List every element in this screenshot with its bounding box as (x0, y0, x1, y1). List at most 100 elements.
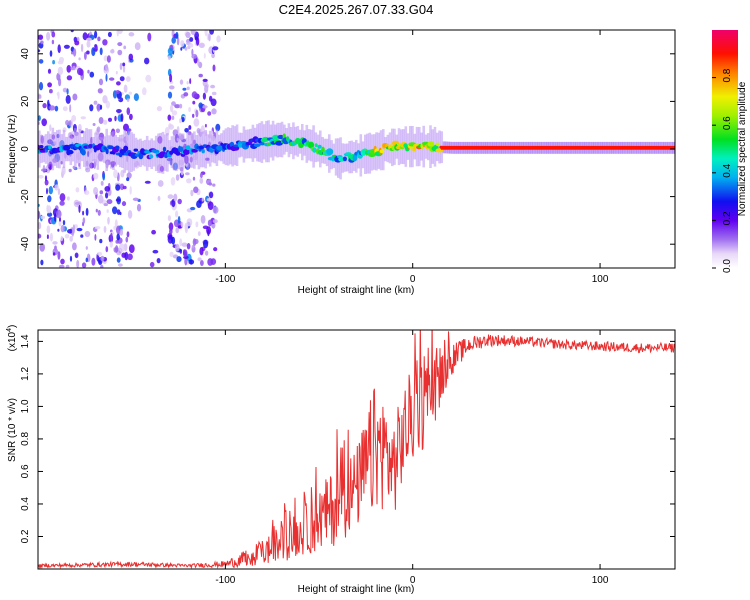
spectrogram-ridge-cell (317, 144, 322, 149)
spectrogram-noise-cell (114, 219, 118, 229)
spectrogram-noise-cell (196, 200, 202, 209)
spectrogram-ridge-cell (412, 147, 416, 152)
spectrogram-noise-cell (167, 114, 172, 121)
spectrogram-halo-cell (319, 130, 322, 168)
spectrogram-noise-cell (211, 108, 217, 115)
spectrogram-noise-cell (188, 125, 192, 130)
spectrogram-noise-cell (59, 193, 66, 202)
spectrogram-noise-cell (188, 259, 195, 265)
spectrogram-ridge-cell (115, 145, 120, 150)
spectrogram-noise-cell (56, 209, 62, 219)
spectrogram-halo-cell (278, 122, 282, 157)
spectrogram-noise-cell (57, 188, 61, 196)
spectrogram-noise-cell (59, 217, 61, 222)
spectrogram-noise-cell (75, 187, 80, 193)
spectrogram-noise-cell (115, 90, 120, 94)
spectrogram-noise-cell (116, 109, 122, 113)
spectrogram-noise-cell (62, 87, 68, 93)
spectrogram-noise-cell (100, 255, 105, 262)
spectrogram-noise-cell (47, 212, 53, 217)
spectrogram-noise-cell (116, 257, 121, 263)
spectrogram-ridge-cell (179, 146, 184, 153)
spectrogram-noise-cell (179, 103, 183, 109)
spectrogram-noise-cell (58, 264, 65, 268)
spectrogram-noise-cell (171, 110, 178, 116)
spectrogram-halo-cell (384, 137, 387, 162)
spectrogram-noise-cell (82, 32, 88, 41)
spectrogram-noise-cell (82, 217, 86, 224)
spectrogram-ytick-label: 20 (20, 95, 31, 107)
spectrogram-noise-cell (49, 124, 52, 132)
spectrogram-noise-cell (72, 242, 77, 251)
spectrogram-noise-cell (68, 168, 72, 173)
spectrogram-ridge-cell (107, 145, 114, 150)
spectrogram-noise-cell (185, 31, 191, 39)
spectrogram-noise-cell (210, 98, 217, 107)
snr-panel: -100 0 100 0.2 0.4 0.6 0.8 1.0 1.2 1.4 Height of … (6, 325, 676, 595)
spectrogram-halo-cell (98, 137, 102, 162)
spectrogram-noise-cell (167, 47, 173, 55)
spectrogram-noise-cell (103, 55, 109, 62)
spectrogram-noise-cell (115, 71, 118, 75)
spectrogram-noise-cell (102, 172, 106, 181)
spectrogram-noise-cell (203, 239, 209, 249)
spectrogram-noise-cell (38, 233, 42, 239)
spectrogram-ytick-label: 0 (20, 146, 31, 152)
spectrogram-noise-cell (169, 104, 174, 113)
spectrogram-noise-cell (76, 259, 80, 268)
spectrogram-ridge-cell (259, 142, 265, 146)
spectrogram-ridge-cell (148, 154, 154, 159)
spectrogram-noise-cell (207, 201, 214, 210)
spectrogram-noise-cell (177, 216, 181, 224)
spectrogram-halo-cell (109, 132, 113, 169)
spectrogram-noise-cell (167, 215, 171, 222)
spectrogram-noise-cell (58, 77, 62, 87)
spectrogram-halo-cell (251, 124, 255, 162)
svg-text:(x104): (x104) (6, 325, 18, 352)
spectrogram-noise-cell (98, 117, 104, 124)
spectrogram-noise-cell (93, 187, 99, 195)
spectrogram-noise-cell (134, 42, 141, 51)
spectrogram-noise-cell (94, 30, 98, 39)
spectrogram-noise-cell (200, 215, 206, 224)
colorbar-tick-label: 0.2 (722, 211, 733, 225)
spectrogram-noise-cell (202, 92, 206, 100)
spectrogram-noise-cell (198, 42, 205, 48)
spectrogram-noise-cell (105, 73, 108, 82)
spectrogram-noise-cell (112, 206, 118, 215)
spectrogram-noise-cell (105, 100, 111, 109)
spectrogram-noise-cell (209, 30, 214, 35)
spectrogram-halo-cell (346, 143, 349, 172)
spectrogram-noise-cell (49, 89, 53, 94)
spectrogram-noise-cell (60, 235, 64, 242)
spectrogram-noise-cell (62, 220, 66, 226)
spectrogram-noise-cell (114, 115, 117, 122)
spectrogram-noise-cell (107, 216, 110, 225)
spectrogram-ridge-cell (81, 149, 86, 156)
snr-xlabel: Height of straight line (km) (298, 584, 415, 595)
spectrogram-noise-cell (184, 128, 189, 133)
spectrogram-noise-cell (123, 84, 128, 93)
spectrogram-noise-cell (97, 194, 104, 204)
spectrogram-noise-cell (57, 66, 64, 76)
spectrogram-noise-cell (181, 116, 185, 123)
spectrogram-ridge-cell (261, 136, 270, 142)
spectrogram-ridge-cell (298, 142, 304, 149)
spectrogram-noise-cell (74, 40, 80, 46)
spectrogram-noise-cell (206, 198, 212, 202)
snr-scale-exp: 4 (6, 328, 13, 332)
spectrogram-noise-cell (172, 254, 179, 259)
spectrogram-noise-cell (65, 264, 70, 268)
spectrogram-noise-cell (169, 73, 173, 83)
spectrogram-noise-cell (157, 180, 164, 187)
spectrogram-noise-cell (176, 37, 180, 46)
figure-title: C2E4.2025.267.07.33.G04 (279, 2, 434, 17)
spectrogram-noise-cell (47, 82, 52, 88)
spectrogram-noise-cell (204, 30, 208, 37)
spectrogram-noise-cell (215, 123, 221, 132)
spectrogram-noise-cell (124, 251, 129, 261)
spectrogram-heatmap (38, 30, 675, 268)
spectrogram-noise-cell (76, 227, 83, 232)
spectrogram-halo-cell (314, 132, 318, 163)
spectrogram-noise-cell (66, 75, 73, 81)
